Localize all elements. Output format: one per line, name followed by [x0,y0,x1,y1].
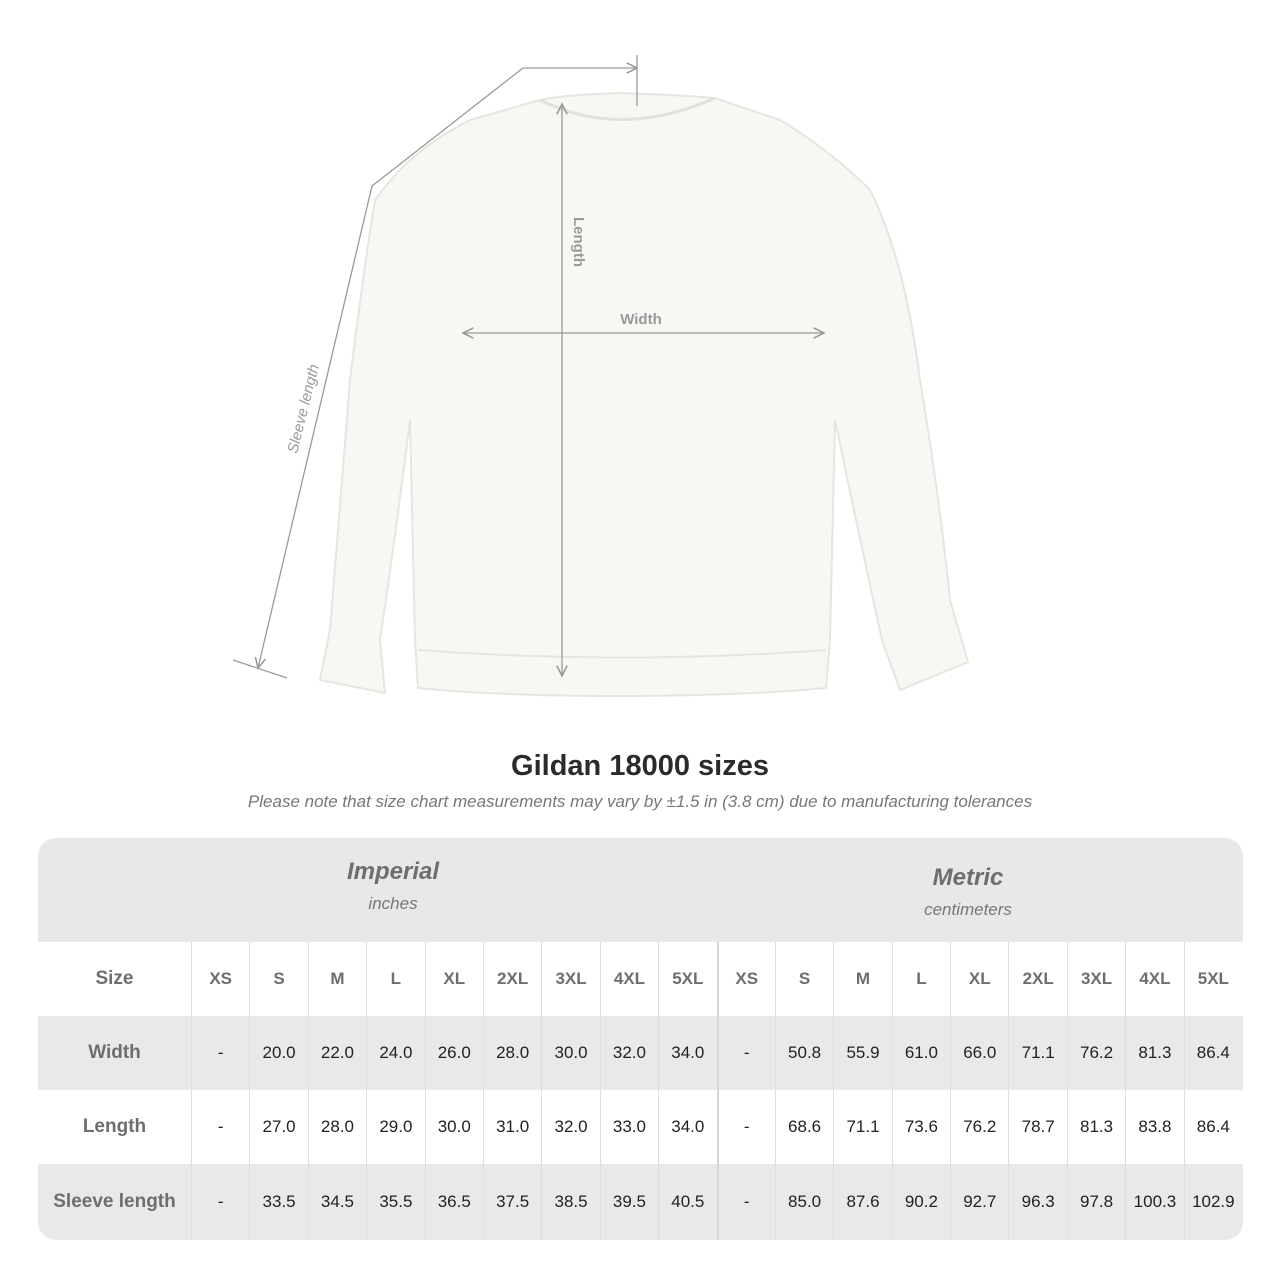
metric-value-cell: 83.8 [1125,1090,1183,1164]
table-row: Sleeve length -33.5 34.5 35.5 36.5 37.5 38.5 39… [38,1164,1243,1240]
imperial-value-cell: - [191,1016,249,1090]
imperial-title: Imperial [346,858,440,885]
sweatshirt-diagram: Length Width Sleeve length [232,55,970,698]
sweatshirt-image [318,91,970,698]
imperial-value-cell: 38.5 [541,1164,599,1240]
imperial-value-cell: 30.0 [541,1016,599,1090]
imperial-value-cell: 34.0 [658,1016,716,1090]
imperial-value-cell: 29.0 [366,1090,424,1164]
imperial-value-cell: 28.0 [482,1016,541,1090]
width-label: Width [620,311,662,328]
imperial-value-cell: 26.0 [424,1016,483,1090]
metric-value-cell: 68.6 [774,1090,833,1164]
metric-value-cell: 76.2 [950,1090,1008,1164]
metric-group: Metric centimeters [803,864,1133,920]
size-header-cell: M [307,942,366,1016]
imperial-value-cell: 32.0 [599,1016,658,1090]
size-header-cell: 4XL [1125,942,1183,1016]
size-header-cell: 2XL [1008,942,1066,1016]
metric-value-cell: 50.8 [774,1016,833,1090]
units-header: Imperial inches Metric centimeters [38,838,1243,942]
size-header-cell: L [891,942,950,1016]
metric-value-cell: - [716,1164,775,1240]
metric-value-cell: - [716,1090,775,1164]
metric-value-cell: 71.1 [833,1090,891,1164]
metric-value-cell: 96.3 [1008,1164,1066,1240]
metric-value-cell: 97.8 [1066,1164,1125,1240]
metric-value-cell: 76.2 [1066,1016,1125,1090]
size-header-cell: XL [424,942,483,1016]
metric-title: Metric [932,864,1004,891]
size-header-cell: 4XL [599,942,658,1016]
table-row: Width -20.0 22.0 24.0 26.0 28.0 30.0 32.0 34.0-5… [38,1016,1243,1090]
size-header-cell: S [249,942,307,1016]
metric-value-cell: - [716,1016,775,1090]
imperial-value-cell: 33.5 [249,1164,307,1240]
imperial-value-cell: 37.5 [482,1164,541,1240]
metric-value-cell: 86.4 [1183,1090,1242,1164]
size-header-cell: 3XL [541,942,599,1016]
size-header-row: Size XS S M L XL 2XL 3XL 4XL 5XL XS S M L XL 2XL 3XL 4XL 5… [38,942,1243,1016]
imperial-value-cell: 40.5 [658,1164,716,1240]
metric-value-cell: 61.0 [891,1016,950,1090]
size-header-cell: 2XL [482,942,541,1016]
size-header-label: Size [95,968,134,989]
imperial-value-cell: 31.0 [482,1090,541,1164]
size-header-cell: M [833,942,891,1016]
size-table: Imperial inches Metric centimeters Size X… [38,838,1243,1240]
size-header-cell: XS [716,942,775,1016]
metric-unit: centimeters [924,900,1012,919]
imperial-value-cell: 33.0 [599,1090,658,1164]
metric-value-cell: 86.4 [1183,1016,1242,1090]
metric-value-cell: 66.0 [950,1016,1008,1090]
sleeve-length-label: Sleeve length [284,363,322,455]
imperial-value-cell: 30.0 [424,1090,483,1164]
metric-value-cell: 92.7 [950,1164,1008,1240]
imperial-value-cell: 35.5 [366,1164,424,1240]
length-label: Length [570,217,587,267]
imperial-value-cell: 28.0 [307,1090,366,1164]
imperial-value-cell: 34.0 [658,1090,716,1164]
size-header-cell: L [366,942,424,1016]
imperial-value-cell: 36.5 [424,1164,483,1240]
page-title: Gildan 18000 sizes [511,750,769,782]
imperial-value-cell: - [191,1090,249,1164]
imperial-value-cell: 20.0 [249,1016,307,1090]
imperial-value-cell: - [191,1164,249,1240]
metric-value-cell: 71.1 [1008,1016,1066,1090]
size-header-cell: 5XL [658,942,716,1016]
size-header-cell: XL [950,942,1008,1016]
metric-value-cell: 81.3 [1125,1016,1183,1090]
metric-value-cell: 87.6 [833,1164,891,1240]
imperial-group: Imperial inches [228,858,558,914]
imperial-value-cell: 39.5 [599,1164,658,1240]
imperial-value-cell: 22.0 [307,1016,366,1090]
tolerance-note: Please note that size chart measurements… [247,792,1033,811]
imperial-unit: inches [368,894,418,913]
metric-value-cell: 102.9 [1183,1164,1242,1240]
metric-value-cell: 81.3 [1066,1090,1125,1164]
imperial-value-cell: 24.0 [366,1016,424,1090]
imperial-value-cell: 32.0 [541,1090,599,1164]
metric-value-cell: 100.3 [1125,1164,1183,1240]
size-header-cell: 5XL [1183,942,1242,1016]
metric-value-cell: 55.9 [833,1016,891,1090]
metric-value-cell: 78.7 [1008,1090,1066,1164]
metric-value-cell: 85.0 [774,1164,833,1240]
row-label: Length [82,1116,147,1137]
table-row: Length -27.0 28.0 29.0 30.0 31.0 32.0 33.0 34.0-… [38,1090,1243,1164]
imperial-value-cell: 27.0 [249,1090,307,1164]
metric-value-cell: 90.2 [891,1164,950,1240]
row-label: Sleeve length [53,1191,176,1212]
imperial-value-cell: 34.5 [307,1164,366,1240]
size-header-cell: 3XL [1066,942,1125,1016]
metric-value-cell: 73.6 [891,1090,950,1164]
row-label: Width [88,1042,141,1063]
size-header-cell: XS [191,942,249,1016]
size-header-cell: S [774,942,833,1016]
